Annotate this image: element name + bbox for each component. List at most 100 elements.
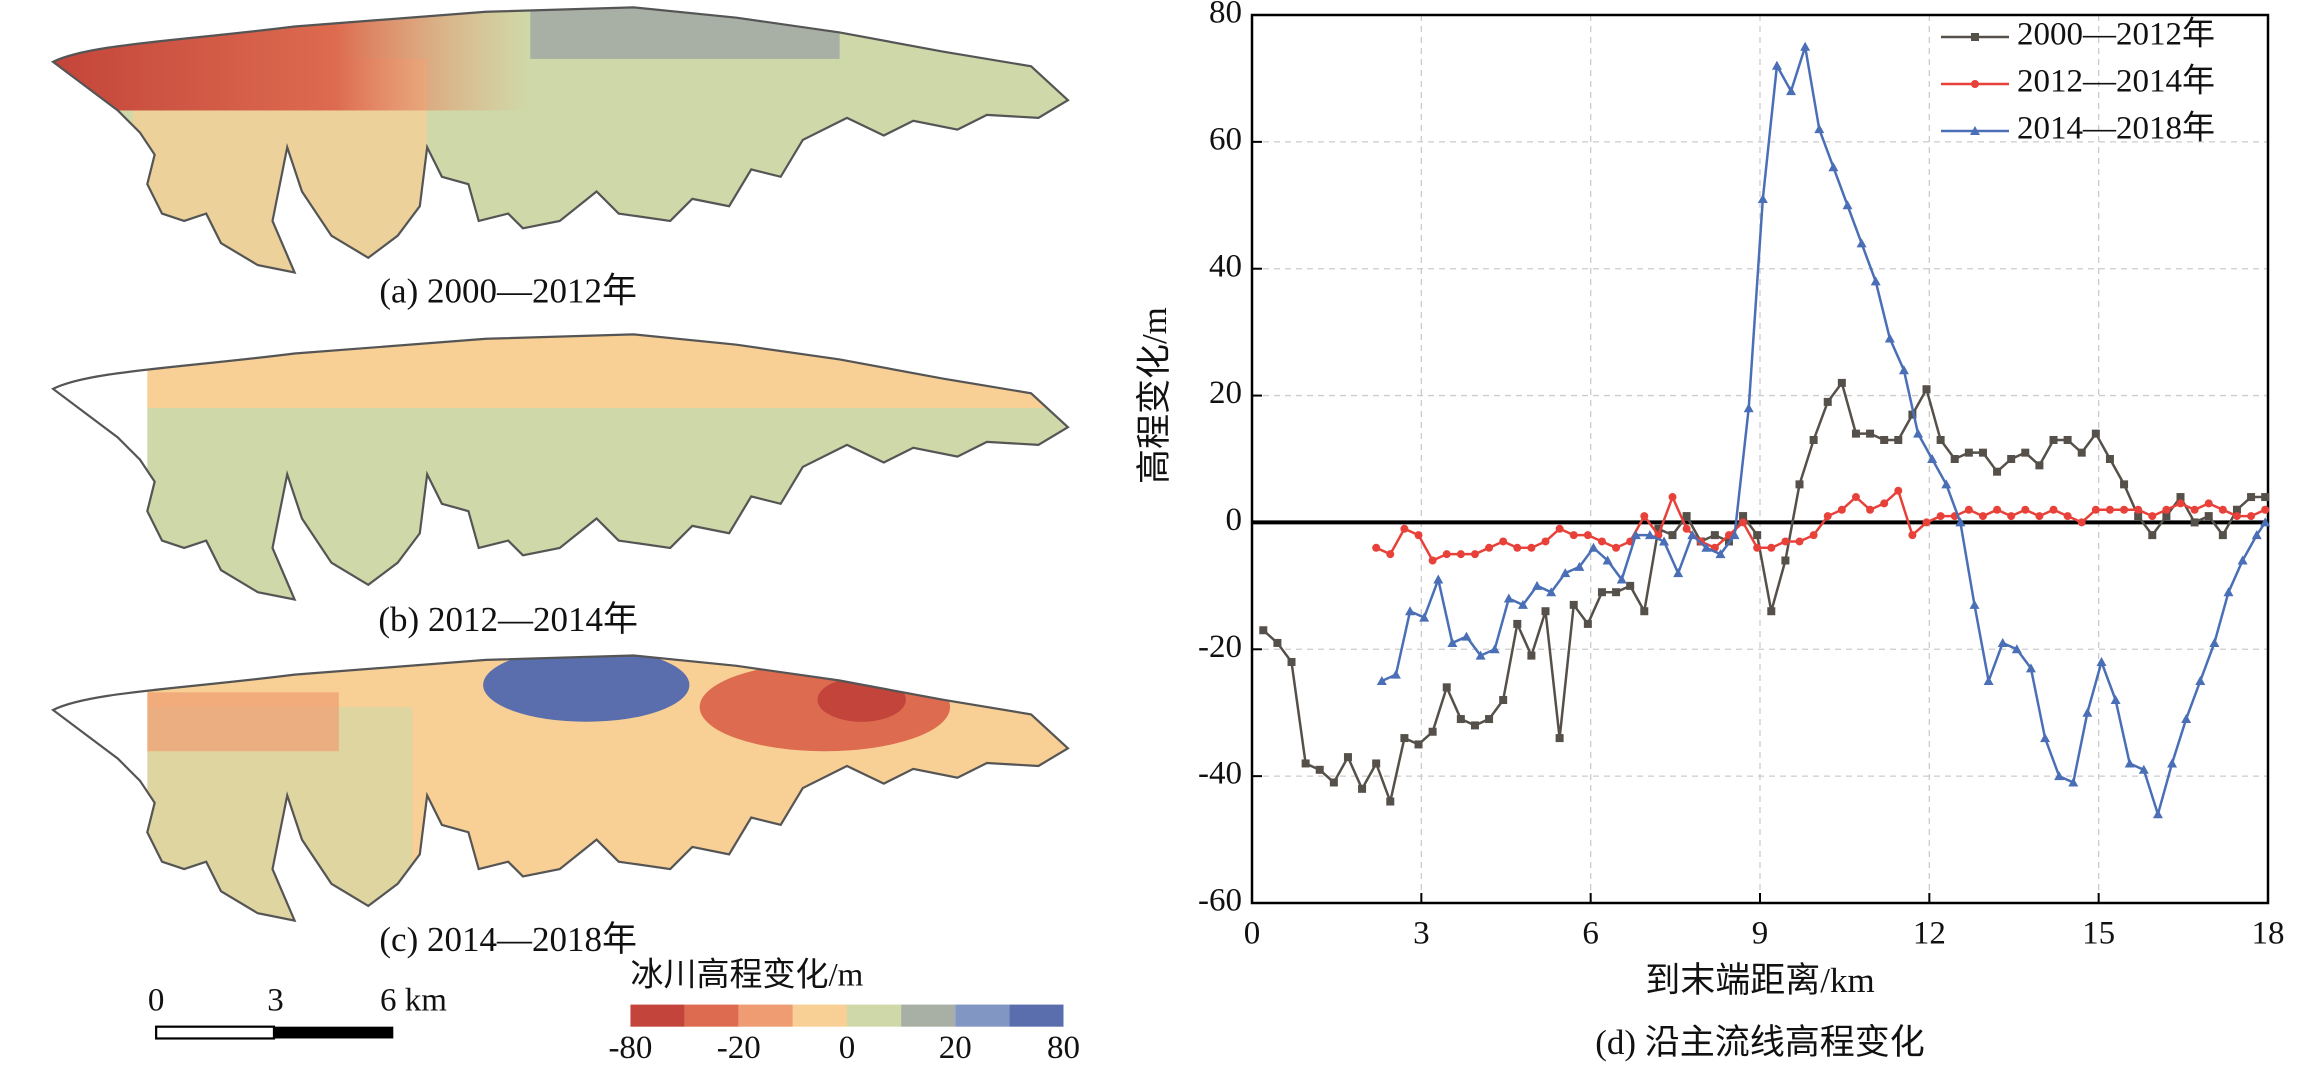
point — [1767, 543, 1776, 552]
x-tick-label: 9 — [1752, 916, 1769, 952]
point — [1485, 543, 1494, 552]
point — [1485, 715, 1494, 724]
legend-swatch — [901, 1004, 956, 1027]
point — [1970, 126, 1980, 135]
point — [1329, 778, 1338, 787]
point — [1851, 493, 1860, 502]
point — [1612, 588, 1621, 597]
point — [2247, 512, 2256, 521]
point — [1640, 607, 1649, 616]
y-tick-label: -40 — [1198, 756, 1242, 792]
point — [1461, 631, 1472, 641]
point — [1612, 543, 1621, 552]
point — [2007, 512, 2016, 521]
point — [1771, 60, 1782, 70]
point — [2148, 531, 2157, 540]
point — [1971, 80, 1979, 88]
point — [2247, 493, 2256, 502]
point — [2218, 531, 2227, 540]
point — [1447, 637, 1458, 647]
legend-tick: -20 — [717, 1030, 761, 1066]
point — [1936, 512, 1945, 521]
point — [1273, 638, 1282, 647]
point — [1503, 593, 1514, 603]
point — [1908, 410, 1917, 419]
point — [1560, 568, 1571, 578]
point — [1569, 531, 1578, 540]
point — [1541, 537, 1550, 546]
point — [1569, 600, 1578, 609]
point — [1456, 550, 1465, 559]
point — [1823, 512, 1832, 521]
point — [1513, 543, 1522, 552]
point — [2025, 663, 2036, 673]
point — [1555, 524, 1564, 533]
point — [1955, 517, 1966, 527]
point — [2190, 505, 2199, 514]
point — [1894, 486, 1903, 495]
y-tick-label: 20 — [1209, 375, 1242, 411]
point — [1597, 588, 1606, 597]
point — [1795, 480, 1804, 489]
point — [2077, 518, 2086, 527]
point — [1997, 637, 2008, 647]
point — [1927, 454, 1938, 463]
x-tick-label: 0 — [1244, 916, 1261, 952]
point — [1739, 512, 1748, 521]
point — [1682, 524, 1691, 533]
map-caption: (a) 2000—2012年 — [379, 272, 637, 311]
point — [2218, 505, 2227, 514]
map-b — [51, 333, 1070, 601]
point — [2035, 512, 2044, 521]
point — [1517, 599, 1528, 609]
point — [1644, 530, 1655, 540]
point — [1743, 403, 1754, 413]
point — [1687, 530, 1698, 540]
point — [2120, 505, 2129, 514]
point — [1753, 543, 1762, 552]
point — [1259, 626, 1268, 635]
point — [1470, 550, 1479, 559]
point — [1414, 531, 1423, 540]
map-texts: (a) 2000—2012年 (b) 2012—2014年 (c) 2014—201… — [148, 272, 1080, 1066]
point — [2190, 518, 2199, 527]
point — [2134, 505, 2143, 514]
map-c — [51, 654, 1070, 922]
point — [1301, 759, 1310, 768]
point — [2091, 429, 2100, 438]
point — [1541, 607, 1550, 616]
point — [1343, 753, 1352, 762]
x-tick-label: 3 — [1413, 916, 1430, 952]
point — [2232, 505, 2241, 514]
point — [2148, 512, 2157, 521]
point — [1527, 651, 1536, 660]
point — [1880, 435, 1889, 444]
point — [1499, 537, 1508, 546]
y-axis-label: 高程变化/m — [1135, 307, 1174, 484]
maps — [51, 6, 1070, 1040]
point — [1814, 124, 1825, 134]
point — [1400, 524, 1409, 533]
point — [1795, 537, 1804, 546]
point — [1358, 784, 1367, 793]
point — [2223, 587, 2234, 597]
y-tick-label: -20 — [1198, 629, 1242, 665]
point — [1372, 543, 1381, 552]
point — [1809, 531, 1818, 540]
legend-swatch — [738, 1004, 793, 1027]
point — [1532, 580, 1543, 590]
legend-swatch — [1009, 1004, 1064, 1027]
point — [1781, 556, 1790, 565]
map-caption: (b) 2012—2014年 — [378, 600, 638, 639]
point — [1315, 765, 1324, 774]
point — [1983, 676, 1994, 685]
map-a — [51, 6, 1070, 274]
point — [1978, 448, 1987, 457]
point — [1993, 467, 2002, 476]
point — [1884, 333, 1895, 343]
point — [1640, 512, 1649, 521]
legend-swatch — [792, 1004, 847, 1027]
legend-label: 2014—2018年 — [2017, 110, 2215, 147]
point — [1489, 644, 1500, 654]
point — [1668, 531, 1677, 540]
